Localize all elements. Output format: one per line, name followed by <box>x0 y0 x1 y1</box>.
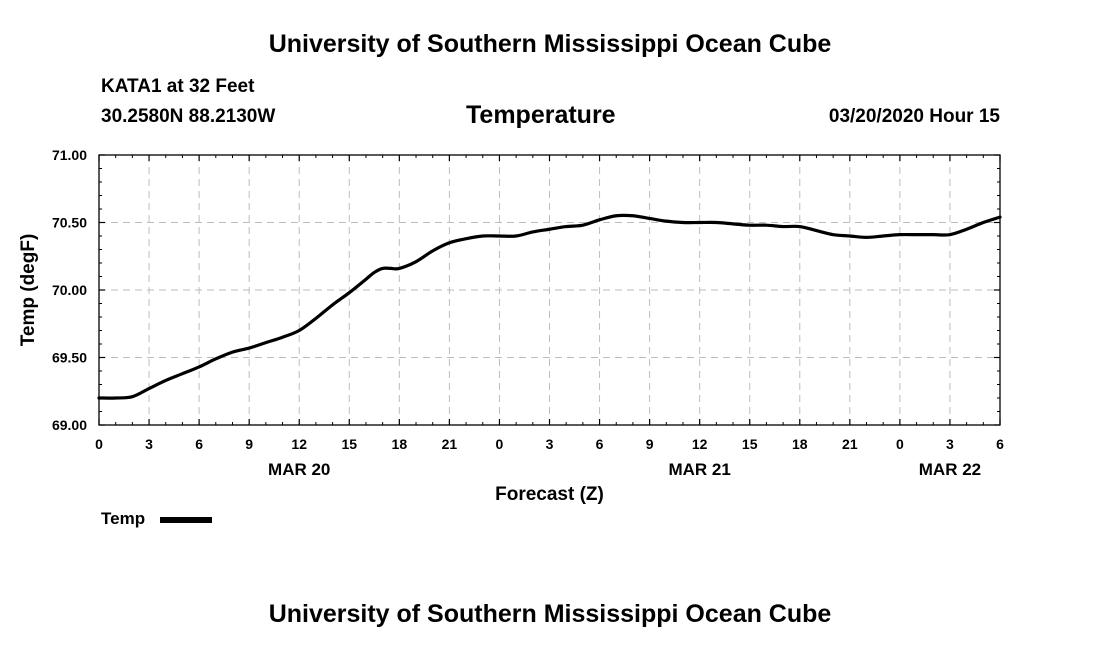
x-tick-label: 6 <box>996 436 1004 452</box>
legend-swatch <box>160 517 212 523</box>
x-tick-label: 21 <box>442 436 458 452</box>
x-tick-label: 18 <box>792 436 808 452</box>
plot-title: Temperature <box>466 101 616 129</box>
grid-lines <box>99 155 1000 425</box>
date-label: MAR 21 <box>668 460 730 479</box>
date-label: MAR 22 <box>919 460 981 479</box>
x-tick-label: 12 <box>291 436 307 452</box>
x-tick-label: 9 <box>646 436 654 452</box>
y-tick-label: 69.00 <box>52 417 87 433</box>
x-tick-label: 18 <box>392 436 408 452</box>
date-labels: MAR 20 MAR 21 MAR 22 <box>268 460 981 479</box>
y-tick-label: 69.50 <box>52 350 87 366</box>
x-ticks: 0 3 6 9 12 15 18 21 0 3 6 9 12 15 18 21 0 3 6 <box>95 155 1004 452</box>
y-tick-label: 70.50 <box>52 215 87 231</box>
x-tick-label: 21 <box>842 436 858 452</box>
x-tick-label: 3 <box>946 436 954 452</box>
temp-series-line <box>97 213 1002 400</box>
y-tick-label: 71.00 <box>52 147 87 163</box>
x-tick-label: 0 <box>496 436 504 452</box>
station-label: KATA1 at 32 Feet <box>101 76 255 97</box>
date-label: MAR 20 <box>268 460 330 479</box>
x-tick-label: 6 <box>596 436 604 452</box>
x-tick-label: 15 <box>341 436 357 452</box>
y-ticks: 69.00 69.50 70.00 70.50 71.00 <box>52 147 1000 433</box>
y-axis-label: Temp (degF) <box>18 234 39 347</box>
y-tick-label: 70.00 <box>52 282 87 298</box>
x-tick-label: 9 <box>245 436 253 452</box>
x-tick-label: 0 <box>896 436 904 452</box>
x-tick-label: 12 <box>692 436 708 452</box>
x-tick-label: 0 <box>95 436 103 452</box>
x-tick-label: 3 <box>145 436 153 452</box>
x-tick-label: 6 <box>195 436 203 452</box>
x-tick-label: 3 <box>546 436 554 452</box>
x-tick-label: 15 <box>742 436 758 452</box>
coordinates-label: 30.2580N 88.2130W <box>101 106 276 127</box>
x-axis-label: Forecast (Z) <box>495 484 604 505</box>
bottom-title: University of Southern Mississippi Ocean… <box>268 600 832 628</box>
legend-label: Temp <box>101 509 146 528</box>
timestamp-label: 03/20/2020 Hour 15 <box>828 106 1000 127</box>
top-title: University of Southern Mississippi Ocean… <box>268 30 832 58</box>
